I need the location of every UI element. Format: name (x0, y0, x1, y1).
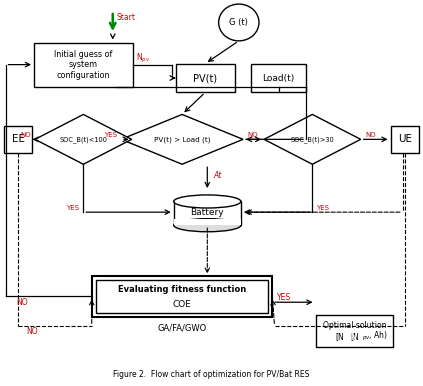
Ellipse shape (174, 195, 241, 208)
Text: [N: [N (348, 332, 357, 341)
Text: COE: COE (173, 300, 192, 310)
FancyBboxPatch shape (34, 42, 133, 86)
FancyBboxPatch shape (316, 315, 393, 347)
Text: NO: NO (20, 132, 31, 138)
Text: Initial guess of
system
configuration: Initial guess of system configuration (54, 50, 113, 80)
Text: YES: YES (104, 132, 117, 138)
Text: PV(t) > Load (t): PV(t) > Load (t) (154, 136, 210, 142)
Text: Evaluating fitness function: Evaluating fitness function (118, 285, 246, 294)
Polygon shape (121, 114, 243, 164)
Text: Start: Start (117, 13, 136, 22)
Text: At: At (214, 171, 222, 180)
Text: N$_{pv}$: N$_{pv}$ (136, 52, 151, 65)
Polygon shape (35, 114, 132, 164)
Text: NO: NO (365, 132, 376, 138)
Text: SOC_B(t)>30: SOC_B(t)>30 (291, 136, 334, 143)
Ellipse shape (174, 219, 241, 232)
Text: GA/FA/GWO: GA/FA/GWO (157, 323, 207, 332)
Text: G (t): G (t) (229, 18, 248, 27)
Text: NO: NO (26, 327, 37, 337)
Text: YES: YES (66, 205, 80, 210)
FancyBboxPatch shape (176, 64, 235, 92)
Text: EE: EE (12, 134, 25, 144)
FancyBboxPatch shape (390, 125, 419, 153)
Text: Figure 2.  Flow chart of optimization for PV/Bat RES: Figure 2. Flow chart of optimization for… (113, 370, 310, 379)
FancyBboxPatch shape (4, 125, 33, 153)
FancyBboxPatch shape (174, 218, 241, 225)
Text: UE: UE (398, 134, 412, 144)
Text: Optimal solution: Optimal solution (323, 321, 386, 330)
Text: NO: NO (247, 132, 258, 138)
FancyBboxPatch shape (251, 64, 306, 92)
Text: Battery: Battery (190, 208, 224, 217)
Text: [N: [N (335, 332, 344, 341)
Polygon shape (264, 114, 361, 164)
FancyBboxPatch shape (174, 201, 241, 225)
Circle shape (219, 4, 259, 41)
Text: YES: YES (316, 205, 330, 210)
FancyBboxPatch shape (92, 276, 272, 317)
Text: Load(t): Load(t) (263, 74, 295, 83)
Text: NO: NO (16, 298, 28, 307)
FancyBboxPatch shape (96, 280, 268, 313)
Text: SOC_B(t)<100: SOC_B(t)<100 (59, 136, 107, 143)
Text: [N: [N (350, 332, 359, 341)
Text: YES: YES (277, 293, 291, 302)
Text: $_{pv}$, Ah): $_{pv}$, Ah) (362, 330, 388, 343)
Text: PV(t): PV(t) (193, 73, 217, 83)
